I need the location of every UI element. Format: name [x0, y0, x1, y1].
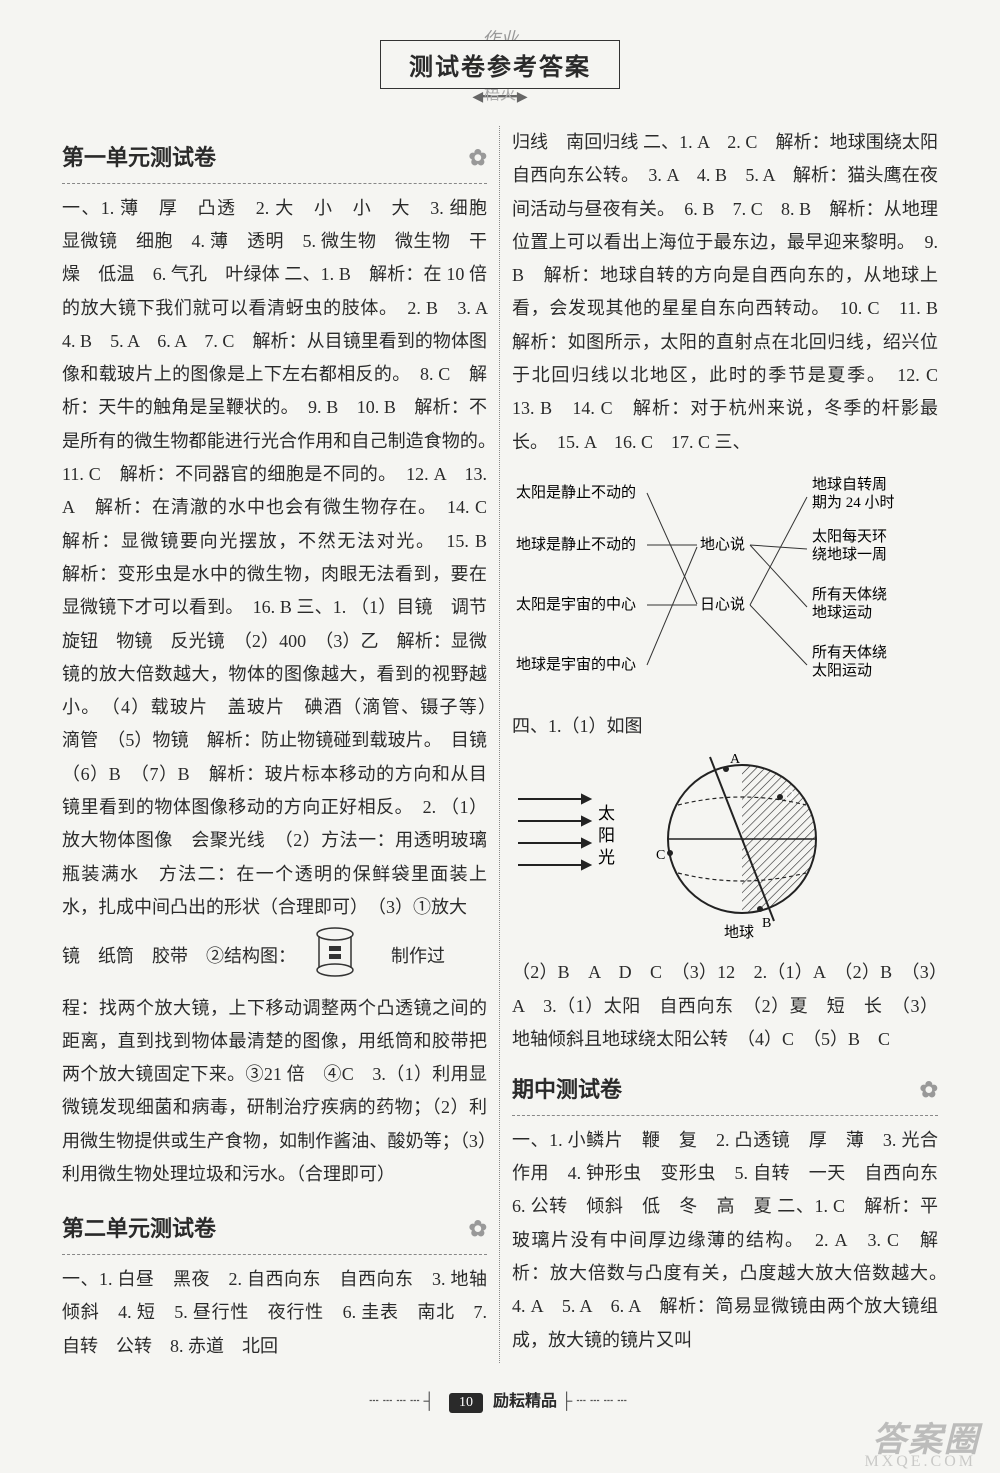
- four-label: 四、1.（1）如图: [512, 710, 938, 743]
- title-area: 作业 测试卷参考答案 梧灭 ◀━━━━▶: [50, 40, 950, 106]
- two-column-layout: 第一单元测试卷 ✿ 一、1. 薄 厚 凸透 2. 大 小 小 大 3. 细胞 显…: [50, 126, 950, 1363]
- watermark-corner-url: MXQE.COM: [864, 1453, 976, 1471]
- match-right-1a: 太阳每天环: [812, 528, 887, 545]
- section1-body: 一、1. 薄 厚 凸透 2. 大 小 小 大 3. 细胞 显微镜 细胞 4. 薄…: [62, 192, 487, 925]
- svg-text:A: A: [730, 752, 741, 767]
- divider: [62, 1254, 487, 1255]
- footer-deco-right: ├┄┄┄┄: [561, 1393, 631, 1410]
- match-right-2b: 地球运动: [812, 604, 872, 621]
- footer-brand: 励耘精品: [493, 1393, 557, 1410]
- page-title: 测试卷参考答案: [380, 40, 620, 89]
- match-right-0b: 期为 24 小时: [812, 494, 895, 511]
- structure-pre: 镜 纸筒 胶带 ②结构图：: [62, 946, 296, 966]
- section2-body: 一、1. 白昼 黑夜 2. 自西向东 自西向东 3. 地轴 倾斜 4. 短 5.…: [62, 1263, 487, 1363]
- match-mid-0: 地心说: [700, 536, 745, 553]
- section1-title: 第一单元测试卷: [62, 138, 216, 179]
- structure-post: 制作过: [373, 946, 445, 966]
- microscope-structure-icon: [305, 924, 365, 991]
- page-number: 10: [449, 1393, 483, 1413]
- svg-text:太: 太: [598, 804, 615, 823]
- svg-text:地球: 地球: [724, 924, 754, 939]
- match-right-3b: 太阳运动: [812, 662, 872, 679]
- section2-title: 第二单元测试卷: [62, 1209, 216, 1250]
- divider: [62, 183, 487, 184]
- svg-text:C: C: [656, 848, 665, 863]
- match-right-1b: 绕地球一周: [812, 546, 887, 563]
- section2-heading: 第二单元测试卷 ✿: [62, 1209, 487, 1250]
- mid-title: 期中测试卷: [512, 1070, 622, 1111]
- divider: [512, 1115, 938, 1116]
- matching-diagram: 太阳是静止不动的 地球是静止不动的 太阳是宇宙的中心 地球是宇宙的中心 地心说 …: [512, 469, 938, 700]
- match-left-3: 地球是宇宙的中心: [516, 656, 636, 673]
- page-footer: ┄┄┄┄┤ 10 励耘精品 ├┄┄┄┄: [50, 1387, 950, 1413]
- left-column: 第一单元测试卷 ✿ 一、1. 薄 厚 凸透 2. 大 小 小 大 3. 细胞 显…: [50, 126, 500, 1363]
- mid-body: 一、1. 小鳞片 鞭 复 2. 凸透镜 厚 薄 3. 光合作用 4. 钟形虫 变…: [512, 1124, 938, 1357]
- section1-body2: 程：找两个放大镜，上下移动调整两个凸透镜之间的距离，直到找到物体最清楚的图像，用…: [62, 992, 487, 1192]
- star-icon: ✿: [469, 1209, 487, 1250]
- svg-text:D: D: [784, 788, 794, 803]
- section1-heading: 第一单元测试卷 ✿: [62, 138, 487, 179]
- match-left-1: 地球是静止不动的: [516, 536, 636, 553]
- star-icon: ✿: [469, 138, 487, 179]
- match-right-0a: 地球自转周: [812, 476, 887, 493]
- mid-heading: 期中测试卷 ✿: [512, 1070, 938, 1111]
- four-body: （2）B A D C （3）12 2.（1）A （2）B （3）A 3.（1）太…: [512, 956, 938, 1056]
- earth-diagram: 太 阳 光: [512, 749, 938, 950]
- right-column: 归线 南回归线 二、1. A 2. C 解析：地球围绕太阳自西向东公转。 3. …: [500, 126, 950, 1363]
- star-icon: ✿: [920, 1070, 938, 1111]
- match-mid-1: 日心说: [700, 596, 745, 613]
- match-right-2a: 所有天体绕: [812, 586, 887, 603]
- match-left-0: 太阳是静止不动的: [516, 484, 636, 501]
- svg-text:光: 光: [598, 848, 615, 867]
- footer-deco-left: ┄┄┄┄┤: [369, 1393, 439, 1410]
- svg-text:B: B: [762, 916, 771, 931]
- section1-structure-line: 镜 纸筒 胶带 ②结构图： 制作过: [62, 924, 487, 991]
- page-root: 作业 测试卷参考答案 梧灭 ◀━━━━▶ 第一单元测试卷 ✿ 一、1. 薄 厚 …: [0, 0, 1000, 1473]
- svg-text:阳: 阳: [598, 826, 615, 845]
- right-top-body: 归线 南回归线 二、1. A 2. C 解析：地球围绕太阳自西向东公转。 3. …: [512, 126, 938, 459]
- match-left-2: 太阳是宇宙的中心: [516, 596, 636, 613]
- match-right-3a: 所有天体绕: [812, 644, 887, 661]
